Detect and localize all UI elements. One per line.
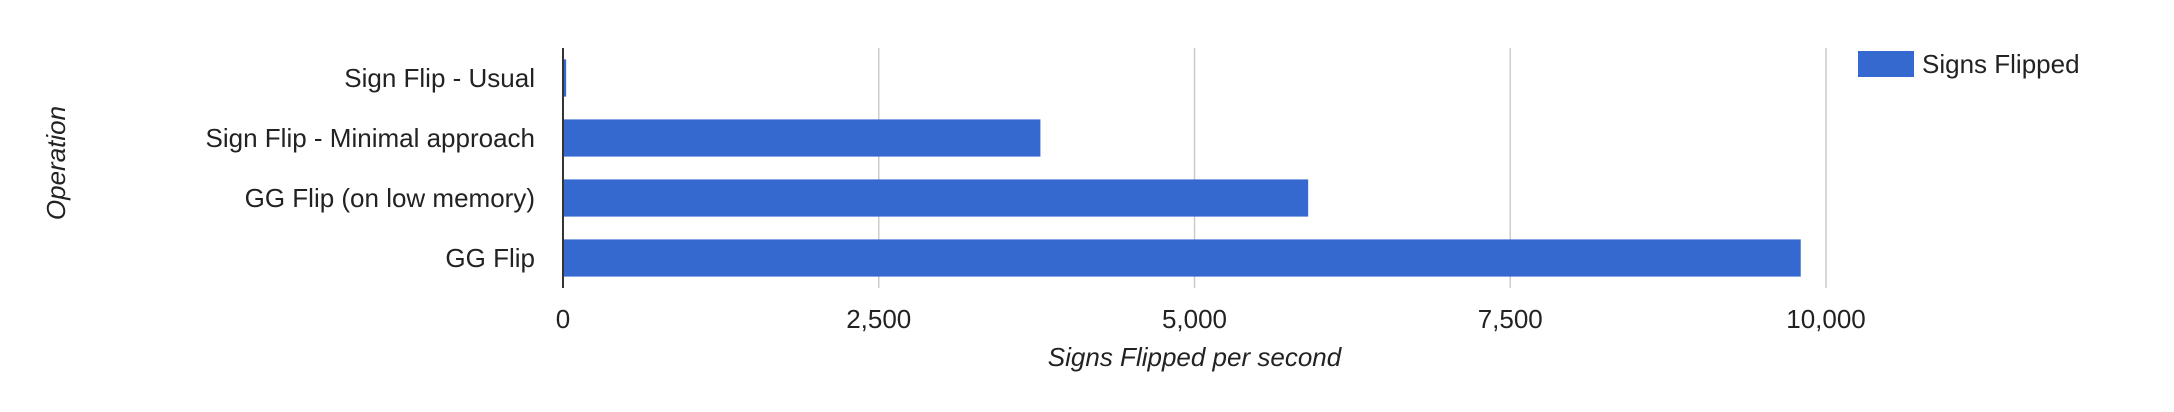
bar bbox=[563, 179, 1309, 217]
legend: Signs Flipped bbox=[1858, 49, 2080, 79]
x-tick-labels: 0 2,500 5,000 7,500 10,000 bbox=[556, 304, 1866, 334]
category-label: Sign Flip - Usual bbox=[344, 63, 535, 93]
y-axis-title: Operation bbox=[41, 106, 71, 220]
category-labels: Sign Flip - Usual Sign Flip - Minimal app… bbox=[206, 63, 535, 273]
bar bbox=[563, 239, 1801, 277]
x-tick-label: 0 bbox=[556, 304, 570, 334]
x-axis-title: Signs Flipped per second bbox=[1048, 342, 1343, 372]
x-tick-label: 2,500 bbox=[846, 304, 911, 334]
category-label: GG Flip (on low memory) bbox=[245, 183, 535, 213]
x-tick-label: 7,500 bbox=[1478, 304, 1543, 334]
bars bbox=[563, 59, 1801, 277]
legend-swatch bbox=[1858, 51, 1914, 77]
category-label: GG Flip bbox=[445, 243, 535, 273]
category-label: Sign Flip - Minimal approach bbox=[206, 123, 535, 153]
bar bbox=[563, 59, 567, 97]
x-tick-label: 5,000 bbox=[1162, 304, 1227, 334]
x-tick-label: 10,000 bbox=[1786, 304, 1866, 334]
bar bbox=[563, 119, 1041, 157]
legend-label: Signs Flipped bbox=[1922, 49, 2080, 79]
